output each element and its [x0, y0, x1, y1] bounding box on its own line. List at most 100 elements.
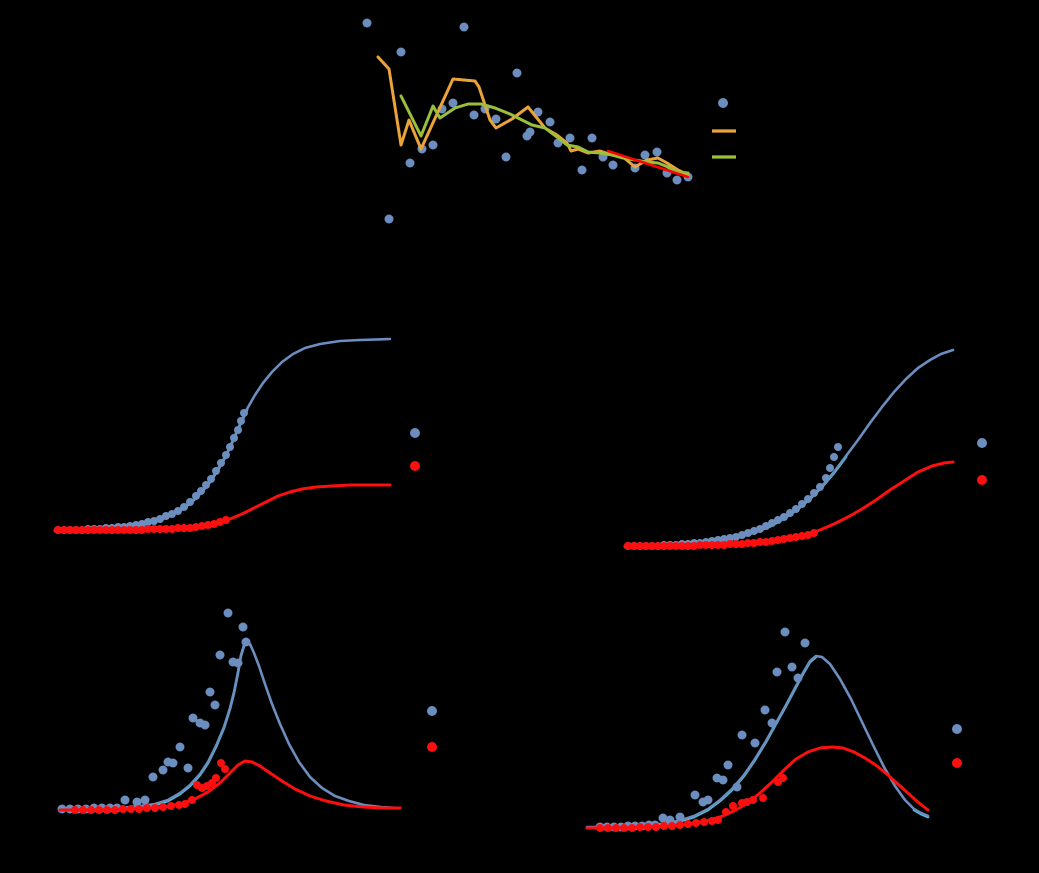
blue-observed-scatter-point: [720, 535, 728, 543]
blue-observed-scatter-point: [205, 687, 215, 697]
red-observed-scatter-point: [628, 824, 636, 832]
middle-right-cumulative-chart-legend: [977, 438, 987, 485]
red-observed-scatter-point: [668, 822, 676, 830]
red-observed-scatter-point: [684, 820, 692, 828]
bottom-left-daily-chart-legend-blue-series-marker-icon: [427, 706, 437, 716]
middle-left-cumulative-chart-legend-red-series-marker-icon: [410, 461, 420, 471]
red-observed-scatter-point: [95, 806, 103, 814]
red-observed-scatter-point: [175, 801, 183, 809]
blue-observed-scatter-point: [120, 795, 130, 805]
red-observed-scatter-point: [652, 823, 660, 831]
top-timeseries-chart-legend: [712, 98, 736, 159]
blue-observed-scatter-point: [830, 453, 838, 461]
red-observed-scatter-point: [732, 540, 740, 548]
daily-observations-scatter-point: [491, 114, 501, 124]
blue-observed-scatter-point: [183, 763, 193, 773]
blue-observed-scatter-point: [223, 608, 233, 618]
blue-observed-scatter-point: [718, 775, 728, 785]
red-observed-scatter-point: [620, 824, 628, 832]
red-observed-scatter-point: [120, 526, 128, 534]
red-observed-scatter-point: [604, 824, 612, 832]
daily-observations-scatter-point: [405, 158, 415, 168]
blue-observed-scatter-point: [140, 795, 150, 805]
red-observed-scatter-point: [192, 523, 200, 531]
red-observed-scatter-point: [72, 526, 80, 534]
red-observed-scatter-point: [692, 819, 700, 827]
blue-observed-scatter-point: [768, 519, 776, 527]
blue-observed-scatter-point: [816, 483, 824, 491]
blue-observed-scatter-point: [186, 498, 194, 506]
red-observed-scatter-point: [762, 538, 770, 546]
middle-right-cumulative-chart: [623, 348, 987, 550]
red-observed-scatter-point: [126, 526, 134, 534]
daily-observations-scatter-point: [577, 165, 587, 175]
middle-left-cumulative-chart-legend: [410, 428, 420, 471]
blue-observed-scatter-point: [212, 467, 220, 475]
red-observed-scatter-point: [690, 542, 698, 550]
blue-observed-scatter-point: [732, 782, 742, 792]
middle-right-cumulative-chart-legend-red-series-marker-icon: [977, 475, 987, 485]
red-observed-scatter-point: [114, 526, 122, 534]
blue-observed-scatter-point: [767, 718, 777, 728]
bottom-left-daily-chart-legend-red-series-marker-icon: [427, 742, 437, 752]
blue-observed-scatter-point: [237, 417, 245, 425]
bottom-right-daily-chart-red-fit-curve: [585, 745, 930, 830]
red-observed-scatter-point: [54, 526, 62, 534]
red-observed-scatter-point: [217, 759, 225, 767]
red-observed-scatter-point: [204, 521, 212, 529]
top-timeseries-chart-legend-scatter-marker-icon: [718, 98, 728, 108]
blue-observed-scatter-point: [690, 790, 700, 800]
red-observed-scatter-point: [714, 816, 722, 824]
red-observed-scatter-point: [119, 805, 127, 813]
blue-observed-scatter-point: [217, 459, 225, 467]
red-observed-scatter-point: [726, 540, 734, 548]
blue-observed-scatter-point: [798, 500, 806, 508]
blue-observed-scatter-point: [197, 487, 205, 495]
red-observed-scatter-point: [127, 805, 135, 813]
blue-observed-scatter-point: [215, 650, 225, 660]
blue-observed-scatter-point: [723, 760, 733, 770]
daily-observations-scatter-point: [448, 98, 458, 108]
blue-observed-scatter-point: [726, 534, 734, 542]
red-observed-scatter-point: [144, 525, 152, 533]
top-timeseries-chart: [362, 18, 736, 224]
daily-observations-scatter-point: [525, 127, 535, 137]
blue-observed-scatter-point: [210, 700, 220, 710]
blue-observed-scatter-point: [786, 509, 794, 517]
red-observed-scatter-point: [672, 542, 680, 550]
daily-observations-scatter-point: [587, 133, 597, 143]
middle-right-cumulative-chart-red-fit-curve: [623, 460, 955, 548]
red-observed-scatter-point: [702, 541, 710, 549]
red-observed-scatter-point: [786, 534, 794, 542]
red-observed-scatter-point: [666, 542, 674, 550]
bottom-left-daily-chart-red-fit-curve: [58, 759, 402, 812]
blue-observed-scatter-point: [175, 742, 185, 752]
red-observed-scatter-point: [636, 823, 644, 831]
daily-observations-scatter-point: [362, 18, 372, 28]
blue-observed-scatter-point: [760, 705, 770, 715]
blue-observed-scatter-point: [756, 525, 764, 533]
bottom-left-daily-chart-legend: [427, 706, 437, 752]
red-observed-scatter-point: [810, 529, 818, 537]
red-observed-scatter-point: [756, 538, 764, 546]
red-observed-scatter-point: [135, 805, 143, 813]
red-observed-scatter-point: [630, 542, 638, 550]
daily-observations-scatter-point: [565, 133, 575, 143]
red-observed-scatter-point: [90, 526, 98, 534]
red-observed-scatter-point: [744, 539, 752, 547]
blue-observed-scatter-point: [762, 522, 770, 530]
red-observed-scatter-point: [188, 796, 196, 804]
red-observed-scatter-point: [151, 804, 159, 812]
daily-observations-scatter-point: [545, 117, 555, 127]
red-observed-scatter-point: [186, 524, 194, 532]
blue-observed-scatter-point: [234, 426, 242, 434]
blue-observed-scatter-point: [703, 795, 713, 805]
red-observed-scatter-point: [798, 532, 806, 540]
red-observed-scatter-point: [648, 542, 656, 550]
red-observed-scatter-point: [84, 526, 92, 534]
red-observed-scatter-point: [750, 539, 758, 547]
bottom-right-daily-chart-blue-observed-scatter: [595, 627, 810, 832]
middle-left-cumulative-chart: [53, 337, 420, 534]
red-observed-scatter-point: [198, 522, 206, 530]
